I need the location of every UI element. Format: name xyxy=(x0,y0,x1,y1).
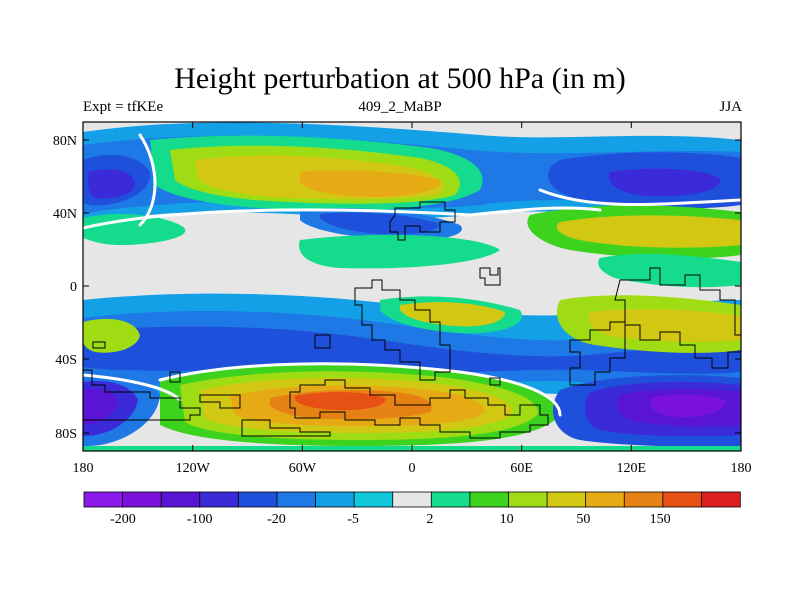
colorbar-swatch xyxy=(508,491,548,508)
contour-field xyxy=(83,122,741,451)
colorbar-label: 10 xyxy=(500,512,514,527)
colorbar-swatch xyxy=(122,491,162,508)
colorbar-label: 50 xyxy=(576,512,590,527)
colorbar-swatch xyxy=(315,491,355,508)
y-tick-label: 40S xyxy=(55,353,77,368)
colorbar-swatch xyxy=(469,491,510,508)
colorbar-swatch xyxy=(199,491,240,508)
season-label: JJA xyxy=(719,99,742,115)
x-tick-label: 180 xyxy=(731,461,752,476)
x-tick-label: 60W xyxy=(289,461,317,476)
colorbar-swatch xyxy=(160,491,201,508)
y-tick-label: 40N xyxy=(53,207,77,222)
colorbar xyxy=(83,491,741,508)
colorbar-swatch xyxy=(546,491,587,508)
x-tick-label: 180 xyxy=(73,461,94,476)
y-tick-marks xyxy=(83,139,741,434)
x-tick-label: 120E xyxy=(617,461,647,476)
colorbar-label: -5 xyxy=(347,512,359,527)
y-tick-label: 80S xyxy=(55,427,77,442)
plot-title: Height perturbation at 500 hPa (in m) xyxy=(174,62,626,95)
colorbar-swatch xyxy=(276,491,317,508)
colorbar-swatch xyxy=(430,491,471,508)
x-tick-label: 60E xyxy=(510,461,533,476)
colorbar-swatch xyxy=(623,491,664,508)
coastline-outlines xyxy=(83,201,741,439)
x-tick-label: 0 xyxy=(409,461,416,476)
colorbar-label: 2 xyxy=(426,512,433,527)
colorbar-swatch xyxy=(353,491,394,508)
colorbar-label: -20 xyxy=(267,512,286,527)
colorbar-label: -200 xyxy=(110,512,136,527)
colorbar-swatch xyxy=(701,491,741,508)
y-tick-label: 0 xyxy=(70,280,77,295)
x-tick-label: 120W xyxy=(176,461,211,476)
y-tick-label: 80N xyxy=(53,134,77,149)
colorbar-swatch xyxy=(83,491,124,508)
experiment-label: Expt = tfKEe xyxy=(83,99,164,115)
colorbar-swatch xyxy=(237,491,278,508)
colorbar-swatch xyxy=(392,491,432,508)
colorbar-swatch xyxy=(662,491,703,508)
x-tick-marks xyxy=(82,122,742,451)
colorbar-label: -100 xyxy=(187,512,213,527)
colorbar-label: 150 xyxy=(650,512,671,527)
colorbar-swatch xyxy=(585,491,625,508)
colorbar-labels: -200 -100 -20 -5 2 10 50 150 xyxy=(110,512,671,527)
case-label: 409_2_MaBP xyxy=(358,99,442,115)
